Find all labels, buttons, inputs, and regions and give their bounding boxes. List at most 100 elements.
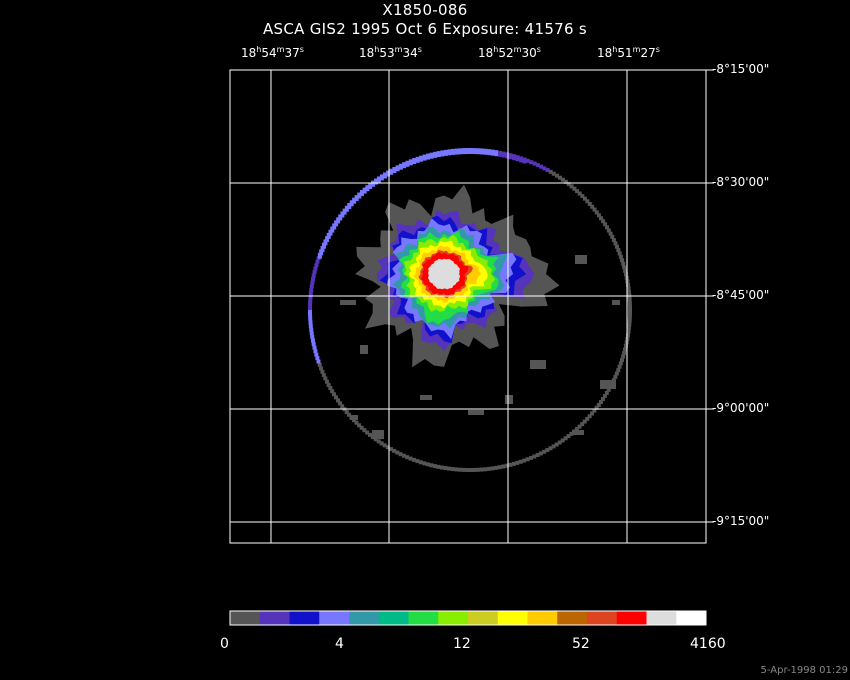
detector-rim-pixel: [566, 182, 571, 187]
detector-rim-pixel: [497, 465, 502, 470]
detector-rim-pixel: [582, 196, 587, 201]
detector-rim-pixel: [398, 452, 403, 457]
detector-rim-pixel: [625, 333, 630, 338]
detector-rim-pixel: [422, 461, 427, 466]
detector-rim-pixel: [344, 205, 349, 212]
detector-rim-pixel: [557, 175, 562, 180]
detector-rim-pixel: [376, 439, 381, 444]
detector-rim-pixel: [515, 155, 520, 162]
detector-rim-pixel: [308, 291, 313, 296]
background-noise-pixel: [340, 300, 356, 305]
colorbar-swatch-1: [259, 611, 290, 625]
detector-rim-pixel: [309, 287, 314, 292]
detector-rim-pixel: [501, 464, 506, 469]
detector-rim-pixel: [626, 326, 631, 331]
detector-rim-pixel: [398, 163, 403, 170]
detector-rim-pixel: [532, 161, 537, 166]
detector-rim-pixel: [402, 162, 407, 169]
detector-rim-pixel: [433, 151, 438, 158]
colorbar-swatch-15: [676, 611, 707, 625]
detector-rim-pixel: [320, 245, 325, 252]
detector-rim-pixel: [319, 366, 324, 371]
detector-rim-pixel: [457, 467, 462, 472]
detector-rim-pixel: [308, 295, 313, 300]
detector-rim-pixel: [577, 424, 582, 429]
detector-rim-pixel: [515, 460, 520, 465]
detector-rim-pixel: [627, 322, 632, 327]
detector-rim-pixel: [486, 466, 491, 471]
detector-rim-pixel: [535, 453, 540, 458]
detector-rim-pixel: [554, 173, 559, 178]
intensity-contour-11: [428, 258, 460, 290]
detector-rim-pixel: [357, 423, 362, 428]
detector-rim-pixel: [592, 207, 597, 212]
detector-rim-pixel: [548, 169, 553, 174]
detector-rim-pixel: [450, 148, 455, 155]
detector-rim-pixel: [603, 222, 608, 227]
background-noise-pixel: [468, 410, 484, 415]
detector-rim-pixel: [476, 148, 481, 155]
coordinate-grid: [230, 69, 714, 543]
detector-rim-pixel: [330, 389, 335, 394]
detector-rim-pixel: [590, 411, 595, 416]
detector-rim-pixel: [385, 445, 390, 450]
detector-rim-pixel: [621, 354, 626, 359]
detector-rim-pixel: [342, 208, 347, 215]
detector-rim-pixel: [312, 270, 317, 275]
colorbar-swatch-14: [646, 611, 677, 625]
detector-rim-pixel: [330, 226, 335, 233]
ra-tick-label: 18h54m37s: [241, 45, 304, 60]
detector-rim-pixel: [450, 467, 455, 472]
detector-rim-pixel: [627, 290, 632, 295]
detector-rim-pixel: [316, 359, 321, 364]
dec-tick-label: -9°00'00": [712, 401, 770, 415]
detector-rim-pixel: [617, 251, 622, 256]
detector-rim-pixel: [334, 220, 339, 227]
detector-rim-pixel: [317, 252, 322, 259]
detector-rim-pixel: [490, 466, 495, 471]
colorbar-swatch-6: [408, 611, 439, 625]
detector-rim-pixel: [618, 254, 623, 259]
detector-rim-pixel: [429, 152, 434, 159]
detector-rim-pixel: [379, 174, 384, 181]
detector-rim-pixel: [596, 402, 601, 407]
detector-rim-pixel: [367, 432, 372, 437]
background-noise-pixel: [350, 415, 358, 420]
detector-rim-pixel: [545, 448, 550, 453]
background-noise-pixel: [575, 255, 587, 264]
detector-rim-pixel: [614, 244, 619, 249]
detector-rim-pixel: [618, 361, 623, 366]
detector-rim-pixel: [511, 461, 516, 466]
detector-rim-pixel: [472, 467, 477, 472]
detector-rim-pixel: [598, 400, 603, 405]
detector-rim-pixel: [628, 308, 632, 312]
detector-rim-pixel: [429, 463, 434, 468]
detector-rim-pixel: [368, 182, 373, 189]
detector-rim-pixel: [616, 248, 621, 253]
xray-intensity-map: [308, 148, 632, 472]
detector-rim-pixel: [461, 467, 466, 472]
detector-rim-pixel: [458, 148, 463, 155]
detector-rim-pixel: [317, 362, 322, 367]
colorbar-tick-label: 52: [572, 636, 590, 652]
detector-rim-pixel: [505, 152, 510, 159]
background-noise-pixel: [372, 430, 384, 439]
detector-rim-pixel: [321, 373, 326, 378]
detector-rim-pixel: [388, 447, 393, 452]
detector-rim-pixel: [532, 454, 537, 459]
detector-rim-pixel: [338, 214, 343, 221]
colorbar-tick-label: 12: [453, 636, 471, 652]
detector-rim-pixel: [483, 148, 488, 155]
detector-rim-pixel: [311, 273, 316, 278]
detector-rim-pixel: [611, 238, 616, 243]
detector-rim-pixel: [310, 334, 315, 339]
detector-rim-pixel: [469, 148, 474, 155]
detector-rim-pixel: [336, 217, 341, 224]
timestamp: 5-Apr-1998 01:29: [760, 665, 848, 676]
detector-rim-pixel: [575, 189, 580, 194]
detector-rim-pixel: [308, 298, 313, 303]
colorbar-tick-label: 4: [335, 636, 344, 652]
detector-rim-pixel: [508, 153, 513, 160]
detector-rim-pixel: [627, 301, 632, 306]
